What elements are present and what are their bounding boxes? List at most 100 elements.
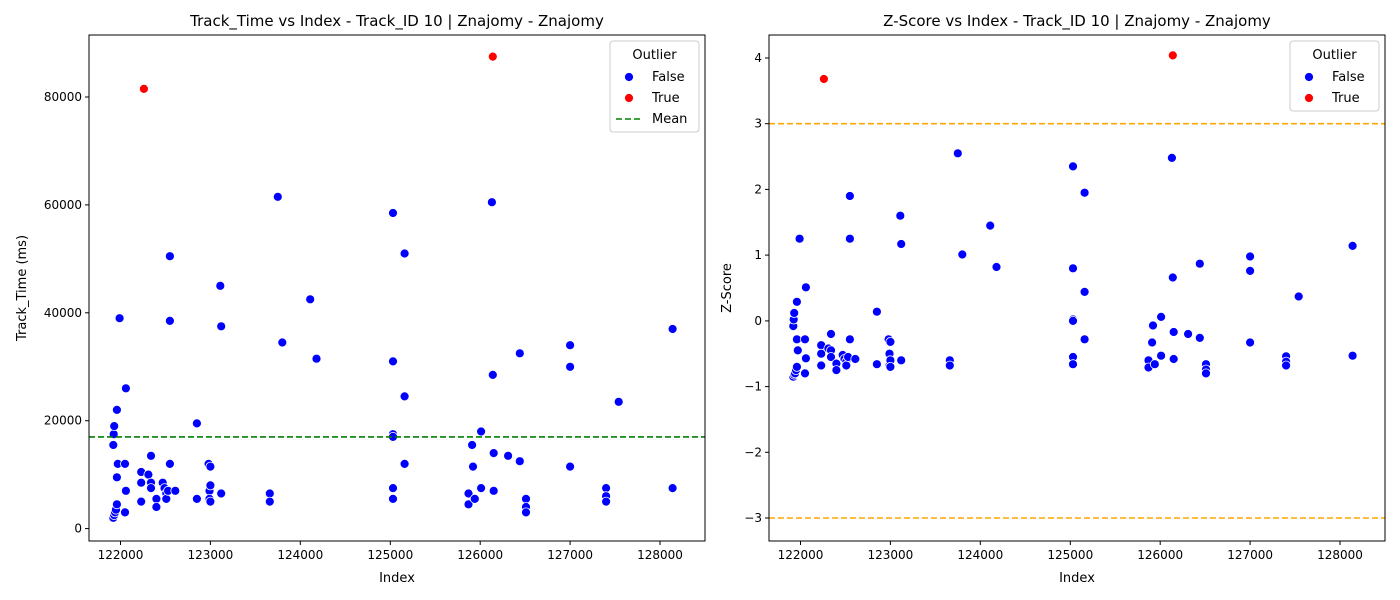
point-false	[841, 360, 852, 371]
point-false	[476, 426, 487, 437]
point-false	[872, 306, 882, 317]
point-false	[264, 488, 275, 499]
chart-title: Track_Time vs Index - Track_ID 10 | Znaj…	[189, 12, 604, 31]
point-false	[667, 483, 678, 494]
y-tick-label: 2	[754, 182, 762, 196]
point-false	[601, 483, 611, 494]
point-false	[794, 233, 805, 244]
point-false	[1194, 258, 1205, 269]
y-tick-label: 40000	[44, 306, 82, 320]
point-false	[112, 472, 122, 483]
x-tick-label: 126000	[1137, 548, 1183, 562]
point-false	[667, 324, 678, 334]
mark-layer	[788, 50, 1358, 382]
point-false	[565, 340, 575, 351]
x-tick-label: 128000	[1317, 548, 1363, 562]
point-false	[792, 345, 803, 356]
point-false	[305, 294, 316, 305]
x-axis-label: Index	[1059, 571, 1095, 586]
point-false	[216, 321, 227, 332]
point-false	[151, 493, 162, 504]
x-tick-label: 124000	[277, 548, 323, 562]
y-tick-layer: −3 −2 −1 0 1 2 3 4	[744, 51, 769, 525]
plot-frame	[768, 34, 1386, 542]
y-tick-label: −2	[744, 445, 762, 459]
x-tick-label: 122000	[98, 548, 144, 562]
y-tick-layer: 0 20000 40000 60000 80000	[44, 90, 89, 536]
point-false	[521, 507, 531, 518]
point-false	[1245, 251, 1255, 262]
y-tick-label: 1	[754, 248, 762, 262]
point-false	[1079, 334, 1090, 345]
point-false	[613, 396, 624, 407]
legend: Outlier False True	[1289, 40, 1380, 112]
legend-marker	[624, 93, 634, 103]
x-tick-layer: 122000 123000 124000 125000 126000 127000 1280…	[98, 541, 683, 562]
point-false	[800, 368, 810, 379]
point-false	[1149, 359, 1160, 370]
point-false	[514, 348, 525, 359]
x-tick-label: 125000	[367, 548, 413, 562]
point-false	[1167, 272, 1178, 283]
point-false	[565, 361, 575, 372]
x-tick-label: 123000	[867, 548, 913, 562]
point-false	[136, 477, 147, 488]
point-true	[138, 84, 149, 94]
legend-label: True	[651, 91, 680, 106]
point-false	[161, 493, 172, 504]
point-false	[1168, 354, 1179, 364]
point-false	[120, 507, 130, 518]
point-false	[1168, 327, 1179, 337]
point-false	[1148, 320, 1158, 331]
point-false	[1156, 311, 1166, 322]
x-tick-label: 128000	[637, 548, 683, 562]
point-false	[205, 461, 216, 472]
point-false	[1245, 337, 1255, 348]
point-false	[872, 359, 882, 370]
point-false	[1293, 291, 1304, 302]
point-false	[191, 493, 202, 504]
point-false	[789, 308, 800, 318]
point-false	[991, 262, 1002, 272]
point-false	[845, 191, 855, 201]
point-false	[108, 440, 119, 450]
point-false	[1183, 329, 1193, 339]
point-false	[826, 352, 836, 362]
point-false	[1079, 286, 1090, 297]
point-false	[1201, 368, 1211, 379]
point-false	[800, 334, 810, 345]
point-false	[205, 480, 216, 491]
point-false	[164, 315, 175, 326]
point-false	[1194, 332, 1205, 343]
point-false	[120, 458, 130, 469]
point-false	[1167, 152, 1177, 163]
point-false	[205, 496, 216, 507]
point-false	[272, 191, 283, 202]
point-false	[488, 485, 499, 496]
point-false	[944, 360, 955, 371]
point-false	[469, 493, 480, 504]
point-false	[121, 383, 131, 394]
point-false	[463, 499, 474, 510]
point-false	[957, 249, 968, 260]
y-tick-label: 60000	[44, 198, 82, 212]
point-false	[1068, 161, 1078, 172]
point-false	[1281, 360, 1291, 371]
point-false	[486, 197, 497, 208]
point-false	[151, 502, 162, 512]
point-false	[896, 239, 907, 249]
point-false	[895, 210, 906, 221]
point-false	[109, 421, 120, 432]
x-tick-label: 123000	[187, 548, 233, 562]
x-tick-label: 126000	[457, 548, 503, 562]
legend-box	[609, 40, 700, 133]
point-false	[1068, 263, 1078, 274]
point-false	[801, 353, 811, 364]
point-false	[896, 355, 907, 366]
point-true	[487, 51, 498, 62]
point-false	[488, 448, 499, 459]
point-false	[146, 483, 156, 494]
legend-marker	[1304, 93, 1314, 103]
point-false	[388, 493, 398, 504]
